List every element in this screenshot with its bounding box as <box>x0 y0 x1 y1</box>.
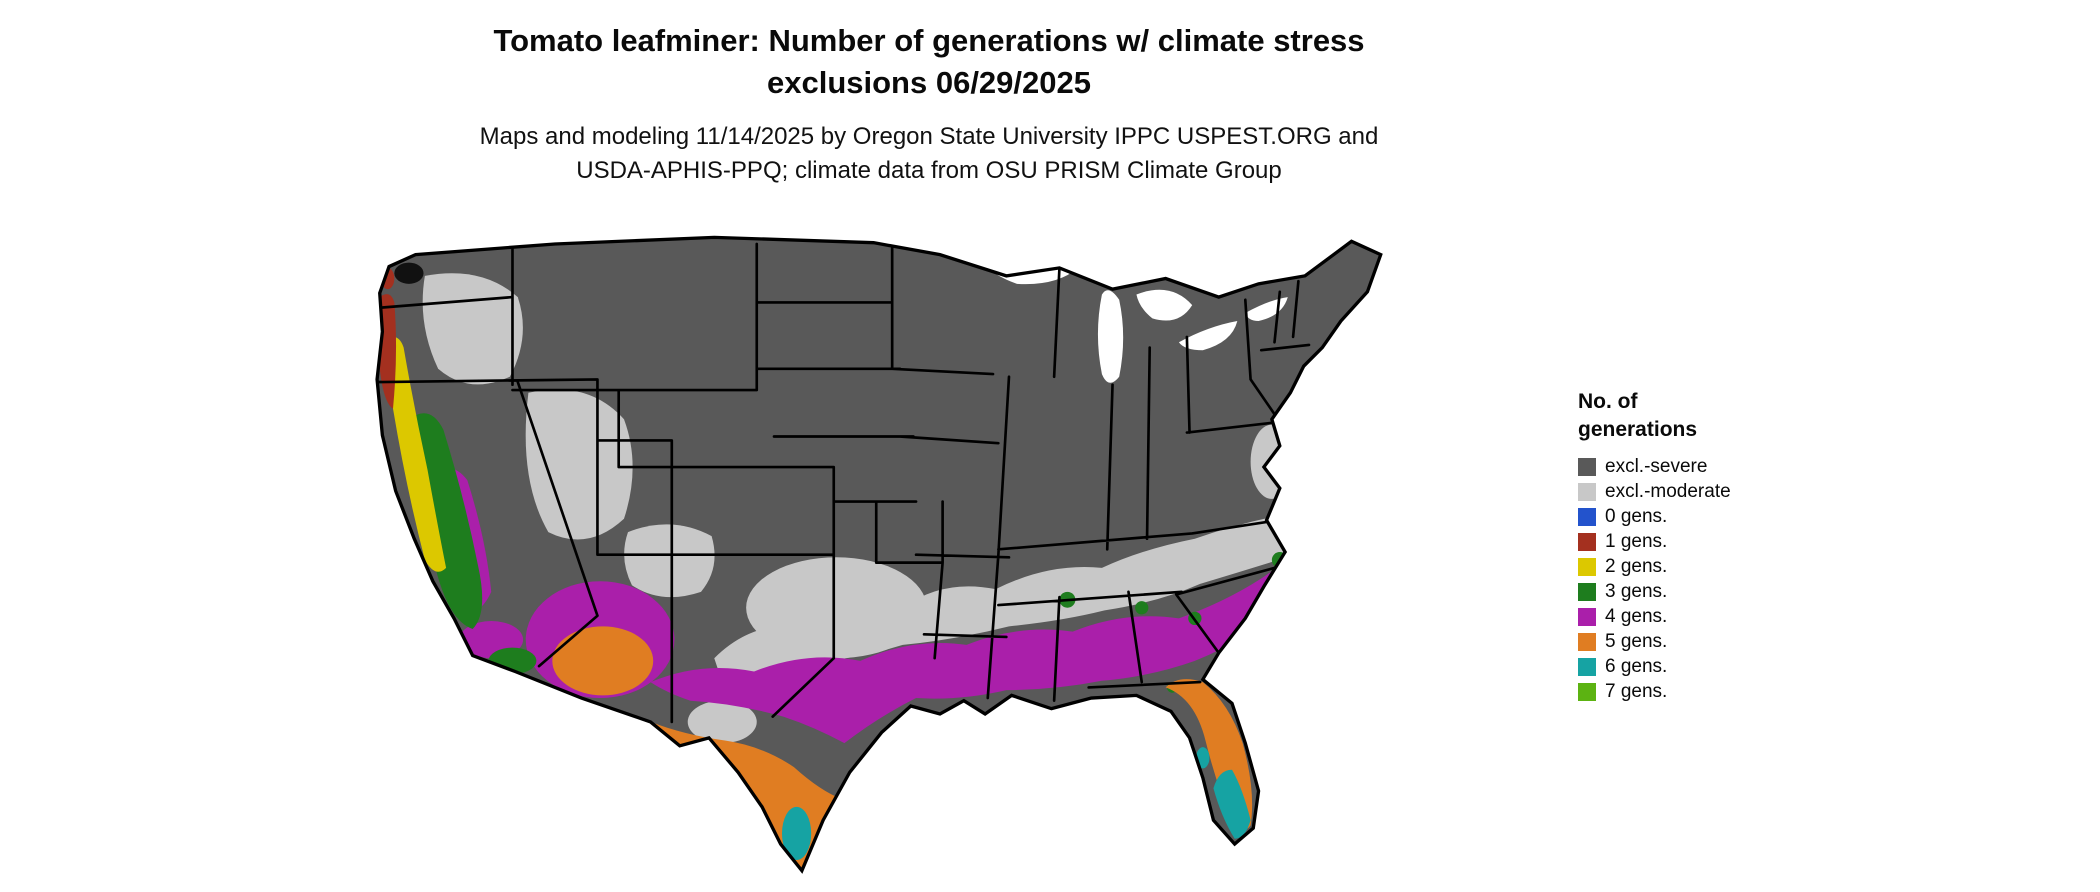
legend-item-0-gens: 0 gens. <box>1578 504 1838 529</box>
legend-swatch-excl-severe <box>1578 457 1596 476</box>
legend-title-line1: No. of <box>1578 390 1638 413</box>
map-title-line2: exclusions 06/29/2025 <box>766 65 1091 100</box>
legend-label-0-gens: 0 gens. <box>1605 506 1668 527</box>
legend-swatch-3-gens <box>1578 582 1596 601</box>
map-zone-3gens-california-strip <box>408 413 483 629</box>
legend-swatch-4-gens <box>1578 607 1596 626</box>
legend-swatch-excl-moderate <box>1578 482 1596 501</box>
legend-item-excl-severe: excl.-severe <box>1578 454 1838 479</box>
map-zone-6gens-south-texas <box>781 806 812 860</box>
legend-item-3-gens: 3 gens. <box>1578 579 1838 604</box>
lake-ontario <box>1245 297 1288 322</box>
legend-item-4-gens: 4 gens. <box>1578 604 1838 629</box>
lake-huron <box>1136 289 1193 321</box>
legend-swatch-6-gens <box>1578 657 1596 676</box>
legend-label-excl-severe: excl.-severe <box>1605 456 1708 477</box>
lake-erie <box>1178 321 1238 351</box>
legend-swatch-5-gens <box>1578 632 1596 651</box>
map-zone-excl-moderate-four-corners <box>624 524 715 598</box>
legend-item-7-gens: 7 gens. <box>1578 679 1838 704</box>
legend-swatch-2-gens <box>1578 557 1596 576</box>
legend-item-5-gens: 5 gens. <box>1578 629 1838 654</box>
map-subtitle-line1: Maps and modeling 11/14/2025 by Oregon S… <box>479 123 1379 150</box>
map-subtitle: Maps and modeling 11/14/2025 by Oregon S… <box>0 120 1858 188</box>
map-zone-7gens-speck-texas-tip <box>779 863 788 871</box>
map-zone-5gens-texas-gulf <box>650 695 1171 871</box>
us-map-svg <box>375 235 1383 873</box>
map-zone-3gens-speck-georgia <box>1135 601 1149 615</box>
map-zone-excl-moderate-west-texas <box>687 700 757 744</box>
map-zone-7gens-speck-florida-keys <box>1189 857 1195 863</box>
legend-label-excl-moderate: excl.-moderate <box>1605 481 1731 502</box>
legend-item-6-gens: 6 gens. <box>1578 654 1838 679</box>
map-zone-excl-moderate-northwest <box>422 273 523 385</box>
map-legend: No. of generations excl.-severe excl.-mo… <box>1578 388 1838 704</box>
map-header: Tomato leafminer: Number of generations … <box>0 20 1858 188</box>
legend-label-5-gens: 5 gens. <box>1605 631 1668 652</box>
lake-michigan <box>1097 290 1124 383</box>
map-subtitle-line2: USDA-APHIS-PPQ; climate data from OSU PR… <box>576 157 1282 184</box>
legend-items: excl.-severe excl.-moderate 0 gens. 1 ge… <box>1578 454 1838 704</box>
map-feature-puget-sound <box>394 262 424 284</box>
legend-label-3-gens: 3 gens. <box>1605 581 1668 602</box>
legend-swatch-7-gens <box>1578 682 1596 701</box>
legend-label-1-gens: 1 gens. <box>1605 531 1668 552</box>
legend-swatch-0-gens <box>1578 507 1596 526</box>
us-generations-map <box>316 220 1544 884</box>
legend-title-line2: generations <box>1578 418 1698 441</box>
legend-item-1-gens: 1 gens. <box>1578 529 1838 554</box>
map-title-line1: Tomato leafminer: Number of generations … <box>493 23 1365 58</box>
legend-item-2-gens: 2 gens. <box>1578 554 1838 579</box>
map-zone-5gens-arizona <box>552 626 654 696</box>
map-zone-2gens-coast-strip <box>384 336 447 572</box>
legend-item-excl-moderate: excl.-moderate <box>1578 479 1838 504</box>
map-zone-excl-moderate-midatlantic <box>1250 424 1294 499</box>
map-zone-7gens-speck-florida-tip <box>1225 848 1234 857</box>
map-zone-excl-moderate-great-basin <box>525 389 633 540</box>
legend-label-4-gens: 4 gens. <box>1605 606 1668 627</box>
legend-label-2-gens: 2 gens. <box>1605 556 1668 577</box>
legend-swatch-1-gens <box>1578 532 1596 551</box>
map-zone-6gens-south-florida <box>1213 769 1251 839</box>
state-borders <box>377 242 1311 724</box>
legend-label-6-gens: 6 gens. <box>1605 656 1668 677</box>
map-zone-4gens-south-band <box>650 546 1304 744</box>
legend-label-7-gens: 7 gens. <box>1605 681 1668 702</box>
map-zone-excl-moderate-plains <box>746 557 927 659</box>
